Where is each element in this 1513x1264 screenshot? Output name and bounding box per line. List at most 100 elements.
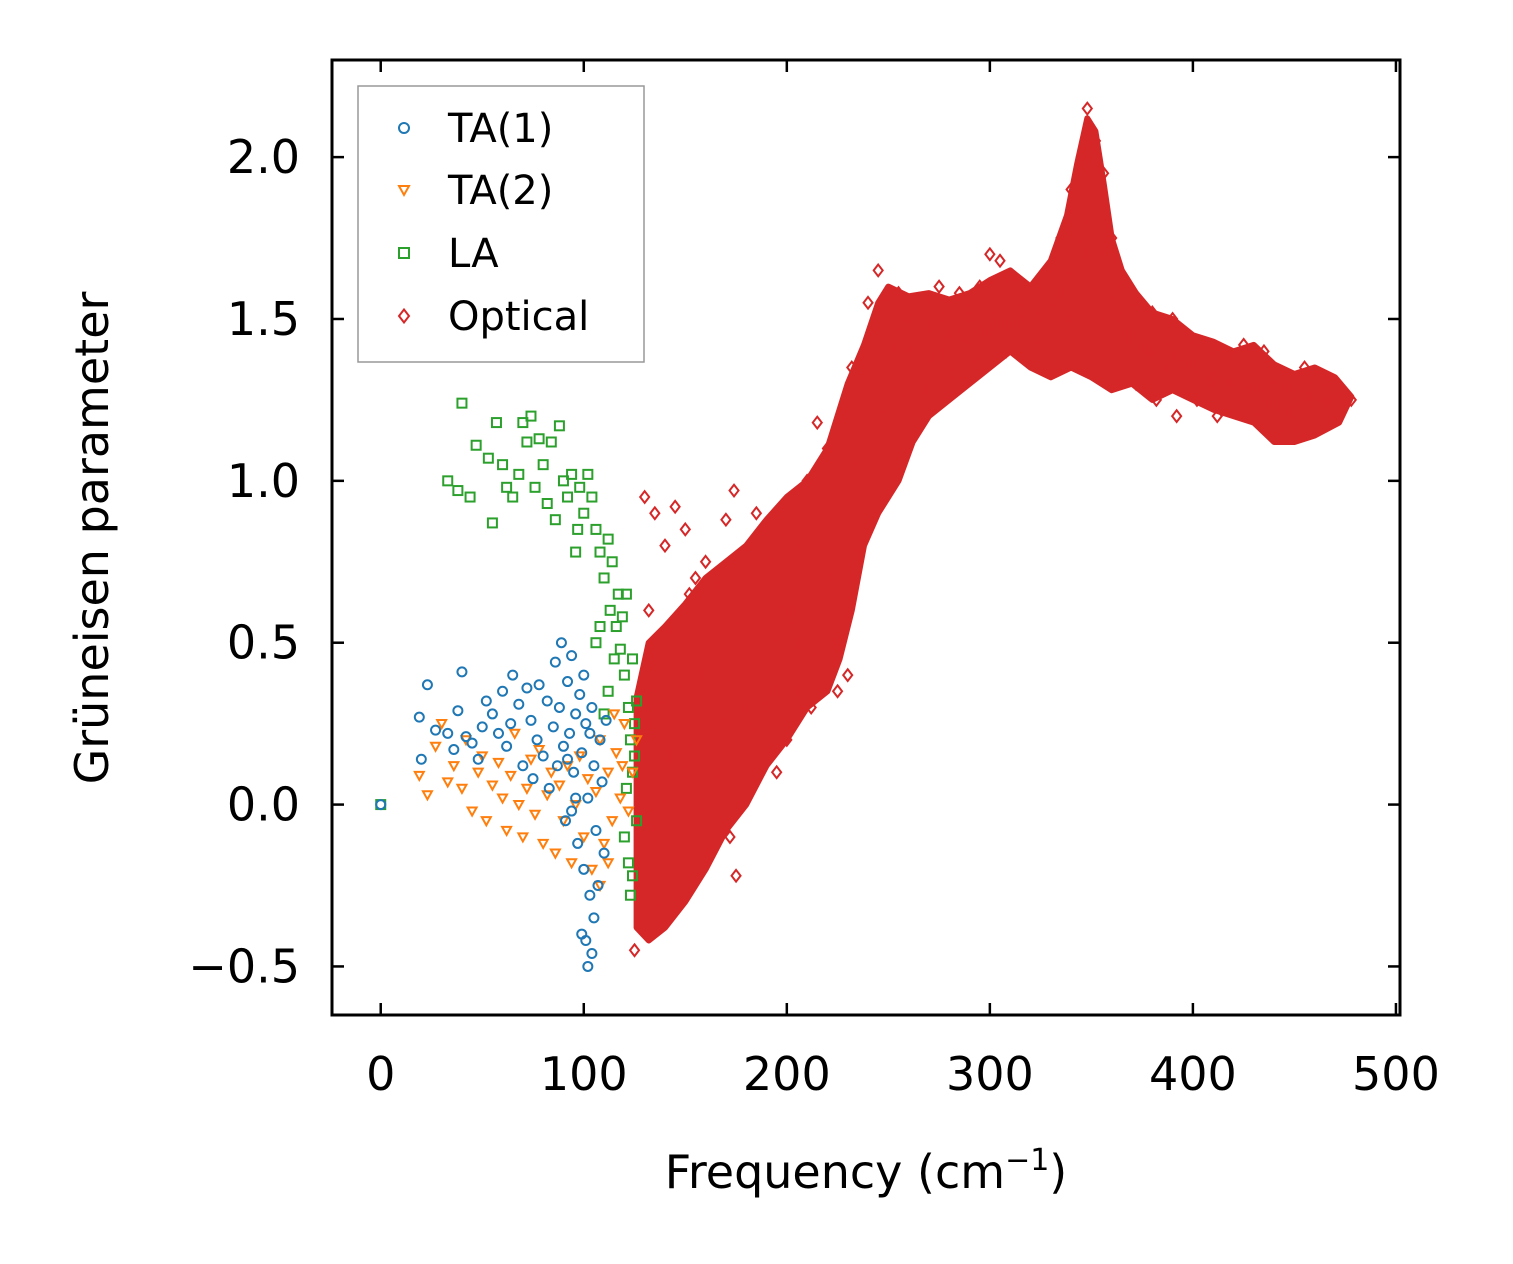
data-point xyxy=(460,731,472,743)
data-point xyxy=(536,838,550,850)
data-point xyxy=(622,857,634,869)
data-point xyxy=(501,481,513,493)
data-point xyxy=(1272,424,1284,440)
data-point xyxy=(435,719,448,731)
data-point xyxy=(578,669,590,681)
data-point xyxy=(1248,382,1260,398)
data-point xyxy=(1055,230,1067,246)
legend-marker xyxy=(398,247,410,259)
data-point xyxy=(675,683,687,699)
data-point xyxy=(1055,285,1067,301)
data-point xyxy=(490,417,502,429)
data-point xyxy=(578,863,590,875)
data-point xyxy=(486,780,499,792)
data-point xyxy=(866,424,878,440)
x-tick-label: 500 xyxy=(1352,1047,1440,1101)
data-point xyxy=(821,440,834,456)
data-point xyxy=(1150,392,1163,408)
data-point xyxy=(602,685,614,697)
data-point xyxy=(521,682,533,694)
data-point xyxy=(413,711,425,723)
data-point xyxy=(430,724,442,736)
data-point xyxy=(608,709,621,721)
data-point xyxy=(553,780,566,792)
data-point xyxy=(594,621,606,633)
data-point xyxy=(631,815,643,827)
data-point xyxy=(470,439,482,451)
data-point xyxy=(629,718,641,730)
data-point xyxy=(525,410,537,422)
data-point xyxy=(1085,279,1098,295)
data-point xyxy=(756,596,769,612)
data-point xyxy=(1126,295,1138,311)
data-point xyxy=(1028,337,1041,353)
data-point xyxy=(724,829,736,845)
data-point xyxy=(566,650,578,662)
data-point xyxy=(994,311,1006,327)
data-point xyxy=(770,764,783,780)
data-point xyxy=(817,619,830,635)
data-point xyxy=(913,327,925,343)
data-point xyxy=(1085,214,1098,230)
legend-entry: LA xyxy=(398,231,499,277)
data-point xyxy=(1329,382,1341,398)
data-point xyxy=(628,942,641,958)
data-point xyxy=(533,679,545,691)
data-point xyxy=(508,728,521,740)
data-point xyxy=(442,727,454,739)
data-point xyxy=(1105,230,1118,246)
data-point xyxy=(1065,182,1077,197)
data-point xyxy=(580,718,592,730)
x-tick-label: 200 xyxy=(743,1047,831,1101)
data-point xyxy=(601,858,615,870)
data-point xyxy=(870,343,882,359)
data-point xyxy=(464,491,476,503)
data-point xyxy=(760,667,773,683)
data-point xyxy=(1313,415,1325,431)
data-point xyxy=(1034,279,1047,295)
data-point xyxy=(811,415,824,431)
data-point xyxy=(610,748,623,760)
data-point xyxy=(577,832,590,844)
data-point xyxy=(533,433,545,445)
y-tick-label: 0.5 xyxy=(227,616,300,670)
data-point xyxy=(586,947,598,959)
data-point xyxy=(720,706,732,722)
data-point xyxy=(963,295,976,311)
data-point xyxy=(679,764,692,780)
x-tick-label: 100 xyxy=(540,1047,628,1101)
data-point xyxy=(858,343,870,359)
data-point xyxy=(598,708,610,720)
data-point xyxy=(878,408,891,424)
data-point xyxy=(1183,376,1195,392)
data-point xyxy=(1319,395,1331,411)
data-point xyxy=(1298,360,1311,376)
data-point xyxy=(892,285,905,301)
data-point xyxy=(811,651,824,667)
data-point xyxy=(1217,360,1230,376)
legend-entry: TA(1) xyxy=(398,106,553,152)
data-point xyxy=(541,498,553,510)
data-point xyxy=(555,637,567,649)
data-point xyxy=(1126,327,1138,343)
data-point xyxy=(760,699,773,715)
data-point xyxy=(521,436,533,448)
data-point xyxy=(524,754,538,766)
data-point xyxy=(642,602,655,618)
data-point xyxy=(456,666,468,678)
data-point xyxy=(1292,424,1305,440)
data-point xyxy=(574,481,586,493)
data-point xyxy=(492,757,505,770)
data-point xyxy=(562,753,574,765)
data-point xyxy=(429,741,442,753)
data-point xyxy=(898,392,911,408)
data-point xyxy=(1248,360,1260,376)
data-point xyxy=(455,783,469,795)
data-point xyxy=(1187,360,1199,376)
legend-marker xyxy=(397,307,411,325)
data-point xyxy=(549,514,561,526)
data-point xyxy=(740,699,752,715)
data-point xyxy=(507,491,519,503)
data-point xyxy=(1136,337,1148,353)
data-point xyxy=(1089,133,1102,149)
